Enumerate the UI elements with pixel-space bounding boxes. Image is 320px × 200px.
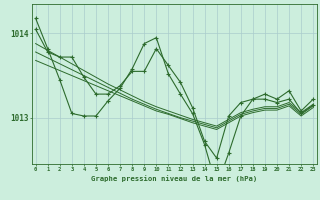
X-axis label: Graphe pression niveau de la mer (hPa): Graphe pression niveau de la mer (hPa): [91, 175, 258, 182]
